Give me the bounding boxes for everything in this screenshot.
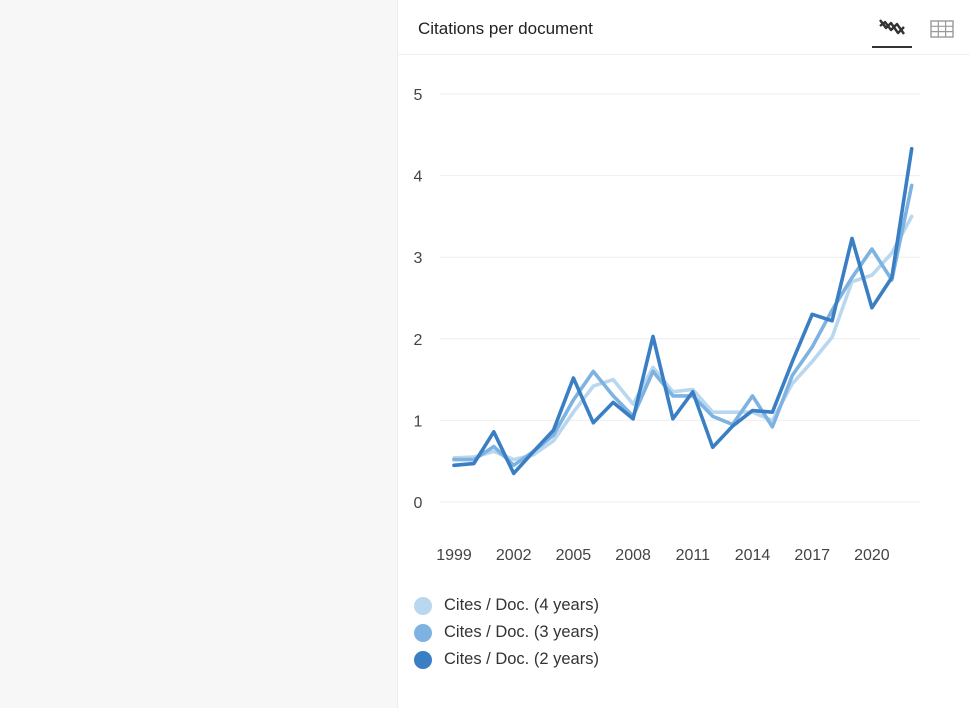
x-tick-label: 2017 [794,547,830,564]
legend-label-4-years: Cites / Doc. (4 years) [444,596,599,614]
x-tick-label: 2020 [854,547,890,564]
legend-dot-3-years [414,623,432,642]
x-tick-label: 2008 [615,547,651,564]
line-chart: 0 1 2 3 4 5 1999 2002 2005 2008 2011 2014 2017 2020 [414,87,920,564]
x-tick-label: 2014 [735,547,771,564]
x-tick-label: 2011 [676,547,711,564]
grid [440,93,920,503]
series-lines [452,146,914,476]
y-tick-label: 5 [414,87,423,104]
x-axis: 1999 2002 2005 2008 2011 2014 2017 2020 [436,547,890,564]
y-tick-label: 0 [414,495,423,512]
y-tick-label: 4 [414,169,423,186]
legend-label-3-years: Cites / Doc. (3 years) [444,623,599,641]
line-chart-toggle-button[interactable] [872,10,912,48]
legend: Cites / Doc. (4 years) Cites / Doc. (3 y… [414,592,599,673]
legend-dot-4-years [414,596,432,615]
legend-label-2-years: Cites / Doc. (2 years) [444,650,599,668]
x-tick-label: 2002 [496,547,532,564]
y-tick-label: 3 [414,250,423,267]
table-icon [930,20,954,38]
legend-item-4-years[interactable]: Cites / Doc. (4 years) [414,592,599,619]
table-toggle-button[interactable] [922,10,962,48]
y-tick-label: 2 [414,332,423,349]
x-tick-label: 2005 [556,547,592,564]
series-line-3-years[interactable] [452,183,914,468]
x-tick-label: 1999 [436,547,472,564]
line-chart-icon [879,19,905,35]
card-title: Citations per document [418,19,593,38]
legend-dot-2-years [414,650,432,669]
series-line-2-years[interactable] [452,146,914,476]
y-tick-label: 1 [414,413,423,430]
left-pane [0,0,397,708]
card-header: Citations per document [398,0,970,55]
legend-item-3-years[interactable]: Cites / Doc. (3 years) [414,619,599,646]
chart-card: Citations per document 0 1 2 3 4 5 1999 2002 20… [397,0,970,708]
legend-item-2-years[interactable]: Cites / Doc. (2 years) [414,646,599,673]
series-line-4-years[interactable] [452,214,914,462]
y-axis: 0 1 2 3 4 5 [414,87,423,512]
